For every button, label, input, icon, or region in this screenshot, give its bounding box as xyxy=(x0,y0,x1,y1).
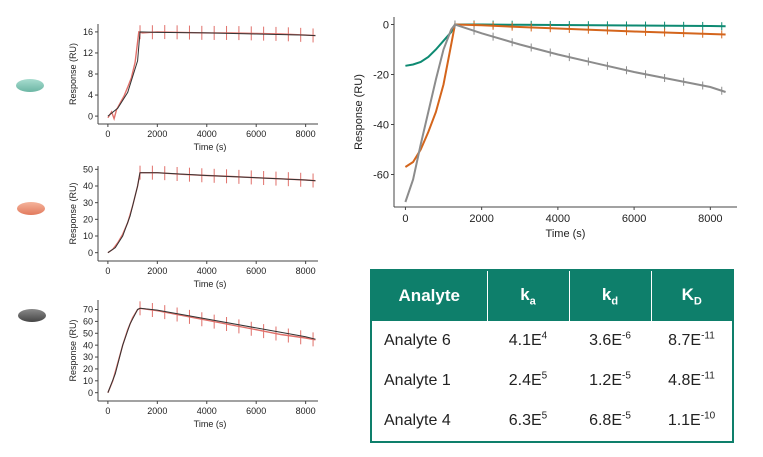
KD-value: 8.7E-11 xyxy=(668,330,715,349)
ka-value: 2.4E5 xyxy=(508,370,548,389)
y-tick-label: 0 xyxy=(88,388,93,398)
x-tick-label: 0 xyxy=(105,266,110,276)
x-tick-label: 2000 xyxy=(147,266,167,276)
y-axis-label: Response (RU) xyxy=(353,74,365,150)
chart-2: 0 2000 4000 6000 8000 0 10 20 30 40 50 Time (s) Resp… xyxy=(68,164,318,289)
x-tick-label: 4000 xyxy=(197,266,217,276)
y-tick-label: 16 xyxy=(83,27,93,37)
y-tick-label: 0 xyxy=(88,248,93,258)
table-row: Analyte 1 2.4E5 1.2E-5 4.8E-11 xyxy=(371,361,733,401)
x-axis-label: Time (s) xyxy=(194,419,227,429)
y-tick-label: -40 xyxy=(373,119,389,131)
x-axis-label: Time (s) xyxy=(194,142,227,152)
y-tick-label: 50 xyxy=(83,164,93,174)
y-tick-label: 60 xyxy=(83,317,93,327)
x-tick-label: 8000 xyxy=(296,406,316,416)
analyte-6-swatch xyxy=(16,79,44,92)
x-tick-label: 8000 xyxy=(296,129,316,139)
y-tick-label: 40 xyxy=(83,181,93,191)
chart-4: 0 2000 4000 6000 8000 0 -20 -40 -60 Time (s) Respo… xyxy=(353,17,737,240)
x-tick-label: 0 xyxy=(105,129,110,139)
x-tick-label: 6000 xyxy=(246,266,266,276)
kd-value: 6.8E-5 xyxy=(589,410,631,429)
series-line-fit xyxy=(107,307,316,393)
x-axis-label: Time (s) xyxy=(546,228,586,240)
analyte-name: Analyte 1 xyxy=(384,372,451,389)
table-row: Analyte 4 6.3E5 6.8E-5 1.1E-10 xyxy=(371,401,733,442)
y-tick-label: 0 xyxy=(88,111,93,121)
x-tick-label: 6000 xyxy=(622,213,646,225)
kd-value: 1.2E-5 xyxy=(589,370,631,389)
y-tick-label: 30 xyxy=(83,352,93,362)
x-tick-label: 6000 xyxy=(246,129,266,139)
x-tick-label: 8000 xyxy=(296,266,316,276)
series-line-analyte-4 xyxy=(404,23,726,203)
y-tick-label: 4 xyxy=(88,90,93,100)
header-ka: ka xyxy=(487,270,570,321)
kd-value: 3.6E-6 xyxy=(589,330,631,349)
header-KD: KD xyxy=(681,284,702,308)
y-tick-label: 20 xyxy=(83,214,93,224)
x-tick-label: 2000 xyxy=(147,406,167,416)
y-tick-label: 70 xyxy=(83,305,93,315)
x-tick-label: 0 xyxy=(105,406,110,416)
x-tick-label: 4000 xyxy=(197,406,217,416)
series-line-measured xyxy=(107,307,316,393)
ka-value: 6.3E5 xyxy=(508,410,548,429)
y-axis-label: Response (RU) xyxy=(68,43,78,105)
kinetics-table: Analyte ka kd KD Analyte 6 4.1E4 3.6E-6 … xyxy=(370,269,734,443)
y-tick-label: -60 xyxy=(373,169,389,181)
analyte-1-swatch xyxy=(17,202,45,215)
series-line-measured xyxy=(107,171,316,254)
y-tick-label: -20 xyxy=(373,69,389,81)
chart-1: 0 2000 4000 6000 8000 0 4 8 12 16 Time (s) Response… xyxy=(68,24,318,152)
x-tick-label: 0 xyxy=(402,213,408,225)
x-tick-label: 4000 xyxy=(197,129,217,139)
header-analyte: Analyte xyxy=(371,270,488,321)
KD-value: 1.1E-10 xyxy=(667,410,716,429)
x-tick-label: 4000 xyxy=(546,213,570,225)
y-tick-label: 0 xyxy=(383,19,389,31)
x-tick-label: 2000 xyxy=(469,213,493,225)
y-axis-label: Response (RU) xyxy=(68,182,78,244)
y-tick-label: 8 xyxy=(88,69,93,79)
series-line-fit xyxy=(107,31,316,117)
series-line-analyte-1 xyxy=(404,23,726,168)
series-line-fit xyxy=(107,172,316,254)
analyte-name: Analyte 6 xyxy=(384,332,451,349)
y-tick-label: 10 xyxy=(83,231,93,241)
x-tick-label: 8000 xyxy=(698,213,722,225)
y-axis-label: Response (RU) xyxy=(68,319,78,381)
x-axis-label: Time (s) xyxy=(194,279,227,289)
table-row: Analyte 6 4.1E4 3.6E-6 8.7E-11 xyxy=(371,321,733,361)
y-tick-label: 10 xyxy=(83,376,93,386)
analyte-name: Analyte 4 xyxy=(384,412,451,429)
table-header-row: Analyte ka kd KD xyxy=(371,270,733,321)
x-tick-label: 6000 xyxy=(246,406,266,416)
y-tick-label: 40 xyxy=(83,340,93,350)
header-kd: kd xyxy=(569,270,652,321)
analyte-4-swatch xyxy=(18,309,46,322)
KD-value: 4.8E-11 xyxy=(668,370,715,389)
ka-value: 4.1E4 xyxy=(508,330,548,349)
y-tick-label: 50 xyxy=(83,328,93,338)
y-tick-label: 12 xyxy=(83,48,93,58)
y-tick-label: 20 xyxy=(83,364,93,374)
y-tick-label: 30 xyxy=(83,198,93,208)
x-tick-label: 2000 xyxy=(147,129,167,139)
